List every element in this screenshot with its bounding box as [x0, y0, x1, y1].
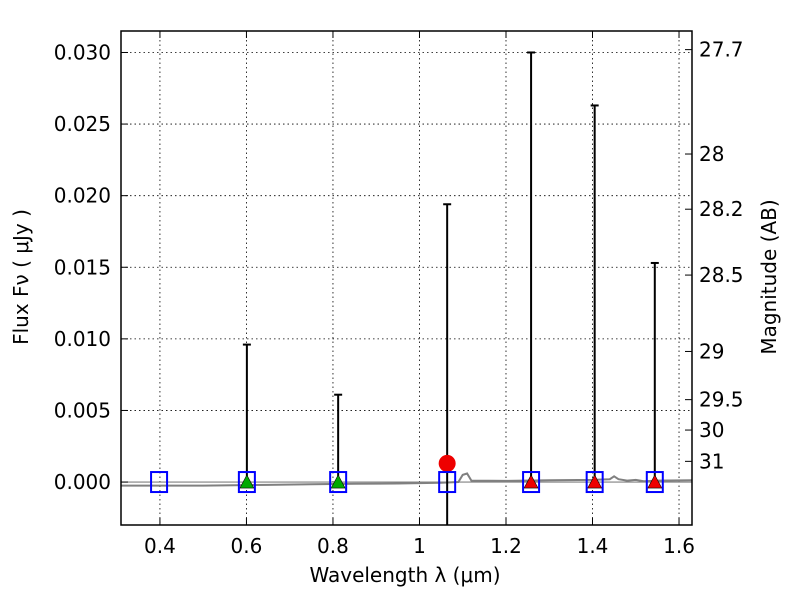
y-tick-label: 0.020 [54, 184, 111, 208]
sed-model-curve [121, 472, 693, 487]
model-flux-box [522, 471, 541, 494]
x-tick-label: 1.2 [490, 534, 522, 558]
sed-model-layer [121, 472, 693, 487]
x-tick-label: 0.4 [144, 534, 176, 558]
magnitude-tick-label: 28.5 [699, 263, 744, 287]
observed-triangle-marker [330, 474, 346, 489]
observed-triangle-marker [523, 474, 539, 489]
y-tick-label: 0.025 [54, 112, 111, 136]
x-tick-label: 1.6 [663, 534, 695, 558]
x-tick-label: 1.4 [577, 534, 609, 558]
model-flux-box [585, 471, 604, 494]
x-axis-label: Wavelength λ (μm) [309, 563, 500, 587]
model-flux-box [645, 471, 664, 494]
magnitude-tick-label: 28.2 [699, 197, 744, 221]
model-flux-box [150, 471, 169, 494]
y-tick-label: 0.010 [54, 327, 111, 351]
y-tick-label: 0.005 [54, 398, 111, 422]
x-tick-label: 0.8 [317, 534, 349, 558]
model-flux-box [438, 471, 457, 494]
observed-circle-marker [438, 454, 456, 472]
magnitude-tick-label: 30 [699, 418, 724, 442]
x-tick-label: 0.6 [231, 534, 263, 558]
axis-ticks: 0.4 0.6 0.8 1 1.2 1.4 1.6 0.000 0.005 0.010 0.015 0… [54, 31, 744, 558]
observed-triangle-marker [587, 474, 603, 489]
magnitude-tick-label: 31 [699, 449, 724, 473]
magnitude-tick-label: 28 [699, 142, 724, 166]
magnitude-tick-label: 29 [699, 339, 724, 363]
observed-triangle-marker [647, 474, 663, 489]
y-tick-label: 0.015 [54, 255, 111, 279]
model-flux-box [329, 471, 348, 494]
y-tick-label: 0.030 [54, 40, 111, 64]
x-tick-label: 1 [413, 534, 426, 558]
y-axis-label: Flux Fν ( μJy ) [9, 209, 33, 345]
data-marks-layer [150, 51, 664, 525]
y-tick-label: 0.000 [54, 470, 111, 494]
magnitude-tick-label: 27.7 [699, 38, 744, 62]
magnitude-tick-label: 29.5 [699, 388, 744, 412]
plot-frame [120, 30, 693, 526]
magnitude-axis-label: Magnitude (AB) [757, 199, 781, 354]
observed-triangle-marker [239, 474, 255, 489]
model-flux-box [237, 471, 256, 494]
grid-lines [121, 31, 692, 525]
